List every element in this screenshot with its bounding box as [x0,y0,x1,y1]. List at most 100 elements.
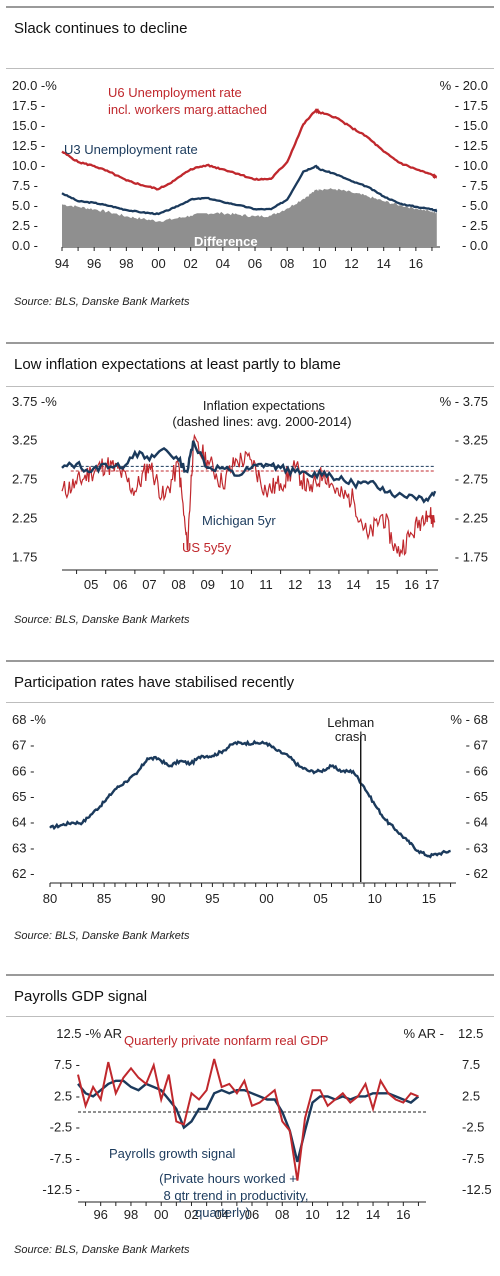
x-tick-label: 08 [275,1207,289,1222]
y-tick-label-right: - 2.25 [455,510,488,525]
x-tick-label: 11 [259,577,273,592]
x-tick-label: 98 [119,256,133,271]
x-tick-label: 16 [409,256,423,271]
y-tick-label-left: 62 - [12,866,34,881]
x-tick-label: 06 [113,577,127,592]
source-note: Source: BLS, Danske Bank Markets [14,614,190,626]
panel-payrolls: Payrolls GDP signal 12.5 -% AR 7.5 -2.5 -… [6,974,494,1274]
x-tick-label: 05 [313,891,327,906]
payrolls-note: 8 qtr trend in productivity, [164,1188,309,1203]
y-tick-label-left: -2.5 - [50,1120,80,1135]
lehman-annotation: Lehman [327,715,374,730]
y-tick-label-left: 67 - [12,738,34,753]
y-tick-label-right: - 10.0 [455,158,488,173]
y-tick-label-left: 12.5 -% AR [56,1026,122,1041]
panel-top-rule [6,342,494,344]
x-tick-label: 96 [93,1207,107,1222]
y-tick-label-right: - 2.5 [462,218,488,233]
y-tick-label-right: % - 68 [450,712,488,727]
y-tick-label-right: - 3.25 [455,433,488,448]
source-note: Source: BLS, Danske Bank Markets [14,296,190,308]
x-tick-label: 07 [142,577,156,592]
u3-line [61,164,438,216]
y-tick-label-right: % - 20.0 [440,78,488,93]
y-tick-label-left: 7.5 - [12,178,38,193]
lehman-annotation: crash [335,729,367,744]
u6-annotation: incl. workers marg.attached [108,102,267,117]
x-tick-label: 12 [336,1207,350,1222]
panel-top-rule [6,6,494,8]
y-tick-label-left: 20.0 -% [12,78,57,93]
title-separator [6,386,494,387]
y-tick-label-right: - 66 [466,763,488,778]
chart-inflation: 3.75 -% 3.25 2.75 2.25 1.75 % - 3.75 - 3.25 - 2… [12,394,488,592]
y-tick-label-right: - 1.75 [455,549,488,564]
y-tick-label-left: -7.5 - [50,1151,80,1166]
gdp-annotation: Quarterly private nonfarm real GDP [124,1033,328,1048]
x-tick-label: 14 [346,577,360,592]
x-tick-label: 13 [317,577,331,592]
panel-top-rule [6,660,494,662]
y-tick-label-right: - 64 [466,815,488,830]
y-tick-label-left: 68 -% [12,712,46,727]
source-note: Source: BLS, Danske Bank Markets [14,930,190,942]
y-tick-label-right: 7.5 [462,1057,480,1072]
y-tick-label-left: 2.5 - [54,1088,80,1103]
x-tick-label: 14 [376,256,390,271]
y-tick-label-right: - 62 [466,866,488,881]
y-tick-label-left: 1.75 [12,549,37,564]
x-tick-label: 00 [259,891,273,906]
x-tick-label: 05 [84,577,98,592]
panel-participation: Participation rates have stabilised rece… [6,660,494,960]
michigan-annotation: Michigan 5yr [202,513,276,528]
x-tick-label: 06 [248,256,262,271]
u6-line [61,108,438,191]
y-tick-label-left: 3.75 -% [12,394,57,409]
x-tick-label: 02 [183,256,197,271]
y-tick-label-right: -2.5 [462,1120,484,1135]
x-tick-label: 17 [425,577,439,592]
y-tick-label-left: 15.0 - [12,118,45,133]
y-tick-label-right: - 67 [466,738,488,753]
payrolls-note: quarterly) [195,1205,250,1220]
y-tick-label-left: 3.25 [12,433,37,448]
u3-annotation: U3 Unemployment rate [64,142,198,157]
title-separator [6,702,494,703]
x-tick-label: 10 [368,891,382,906]
y-tick-label-left: 63 - [12,840,34,855]
us5y5y-line [61,433,436,557]
x-tick-label: 12 [288,577,302,592]
y-tick-label-left: 66 - [12,763,34,778]
michigan-line [61,440,437,504]
y-tick-label-right: - 65 [466,789,488,804]
x-tick-label: 04 [216,256,230,271]
chart-slack: 20.0 -% 17.5 - 15.0 - 12.5 - 10.0 - 7.5 - 5.0 … [12,78,488,271]
chart-title: Low inflation expectations at least part… [14,356,341,373]
x-tick-label: 08 [280,256,294,271]
x-tick-label: 98 [124,1207,138,1222]
difference-annotation: Difference [194,234,258,249]
u6-annotation: U6 Unemployment rate [108,85,242,100]
x-tick-label: 10 [312,256,326,271]
chart-title: Slack continues to decline [14,20,188,37]
title-separator [6,68,494,69]
x-tick-label: 06 [245,1207,259,1222]
inflation-annotation: (dashed lines: avg. 2000-2014) [172,414,351,429]
y-tick-label-right: % - 3.75 [440,394,488,409]
x-tick-label: 12 [344,256,358,271]
panel-top-rule [6,974,494,976]
y-tick-label-left: 2.5 - [12,218,38,233]
gdp-line [77,1058,419,1181]
y-tick-label-right: % AR - [404,1026,444,1041]
difference-area [62,188,437,246]
panel-slack: Slack continues to decline 20.0 -% 17.5 -… [6,6,494,316]
y-tick-label-right: - 0.0 [462,238,488,253]
y-tick-label-left: 12.5 - [12,138,45,153]
y-tick-label-right: - 7.5 [462,178,488,193]
chart-payrolls: 12.5 -% AR 7.5 - 2.5 - -2.5 - -7.5 - -12.5 -%… [42,1026,491,1222]
y-tick-label-right: - 12.5 [455,138,488,153]
x-tick-label: 10 [305,1207,319,1222]
title-separator [6,1016,494,1017]
y-tick-label-left: 2.75 [12,472,37,487]
